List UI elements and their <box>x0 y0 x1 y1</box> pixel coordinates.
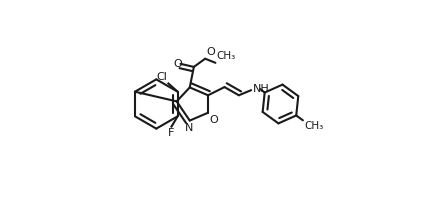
Text: O: O <box>209 115 218 125</box>
Text: O: O <box>206 47 215 57</box>
Text: O: O <box>173 59 182 69</box>
Text: F: F <box>168 128 175 138</box>
Text: N: N <box>185 123 193 133</box>
Text: NH: NH <box>253 84 270 94</box>
Text: Cl: Cl <box>157 72 167 82</box>
Text: CH₃: CH₃ <box>216 51 235 61</box>
Text: CH₃: CH₃ <box>304 121 323 131</box>
